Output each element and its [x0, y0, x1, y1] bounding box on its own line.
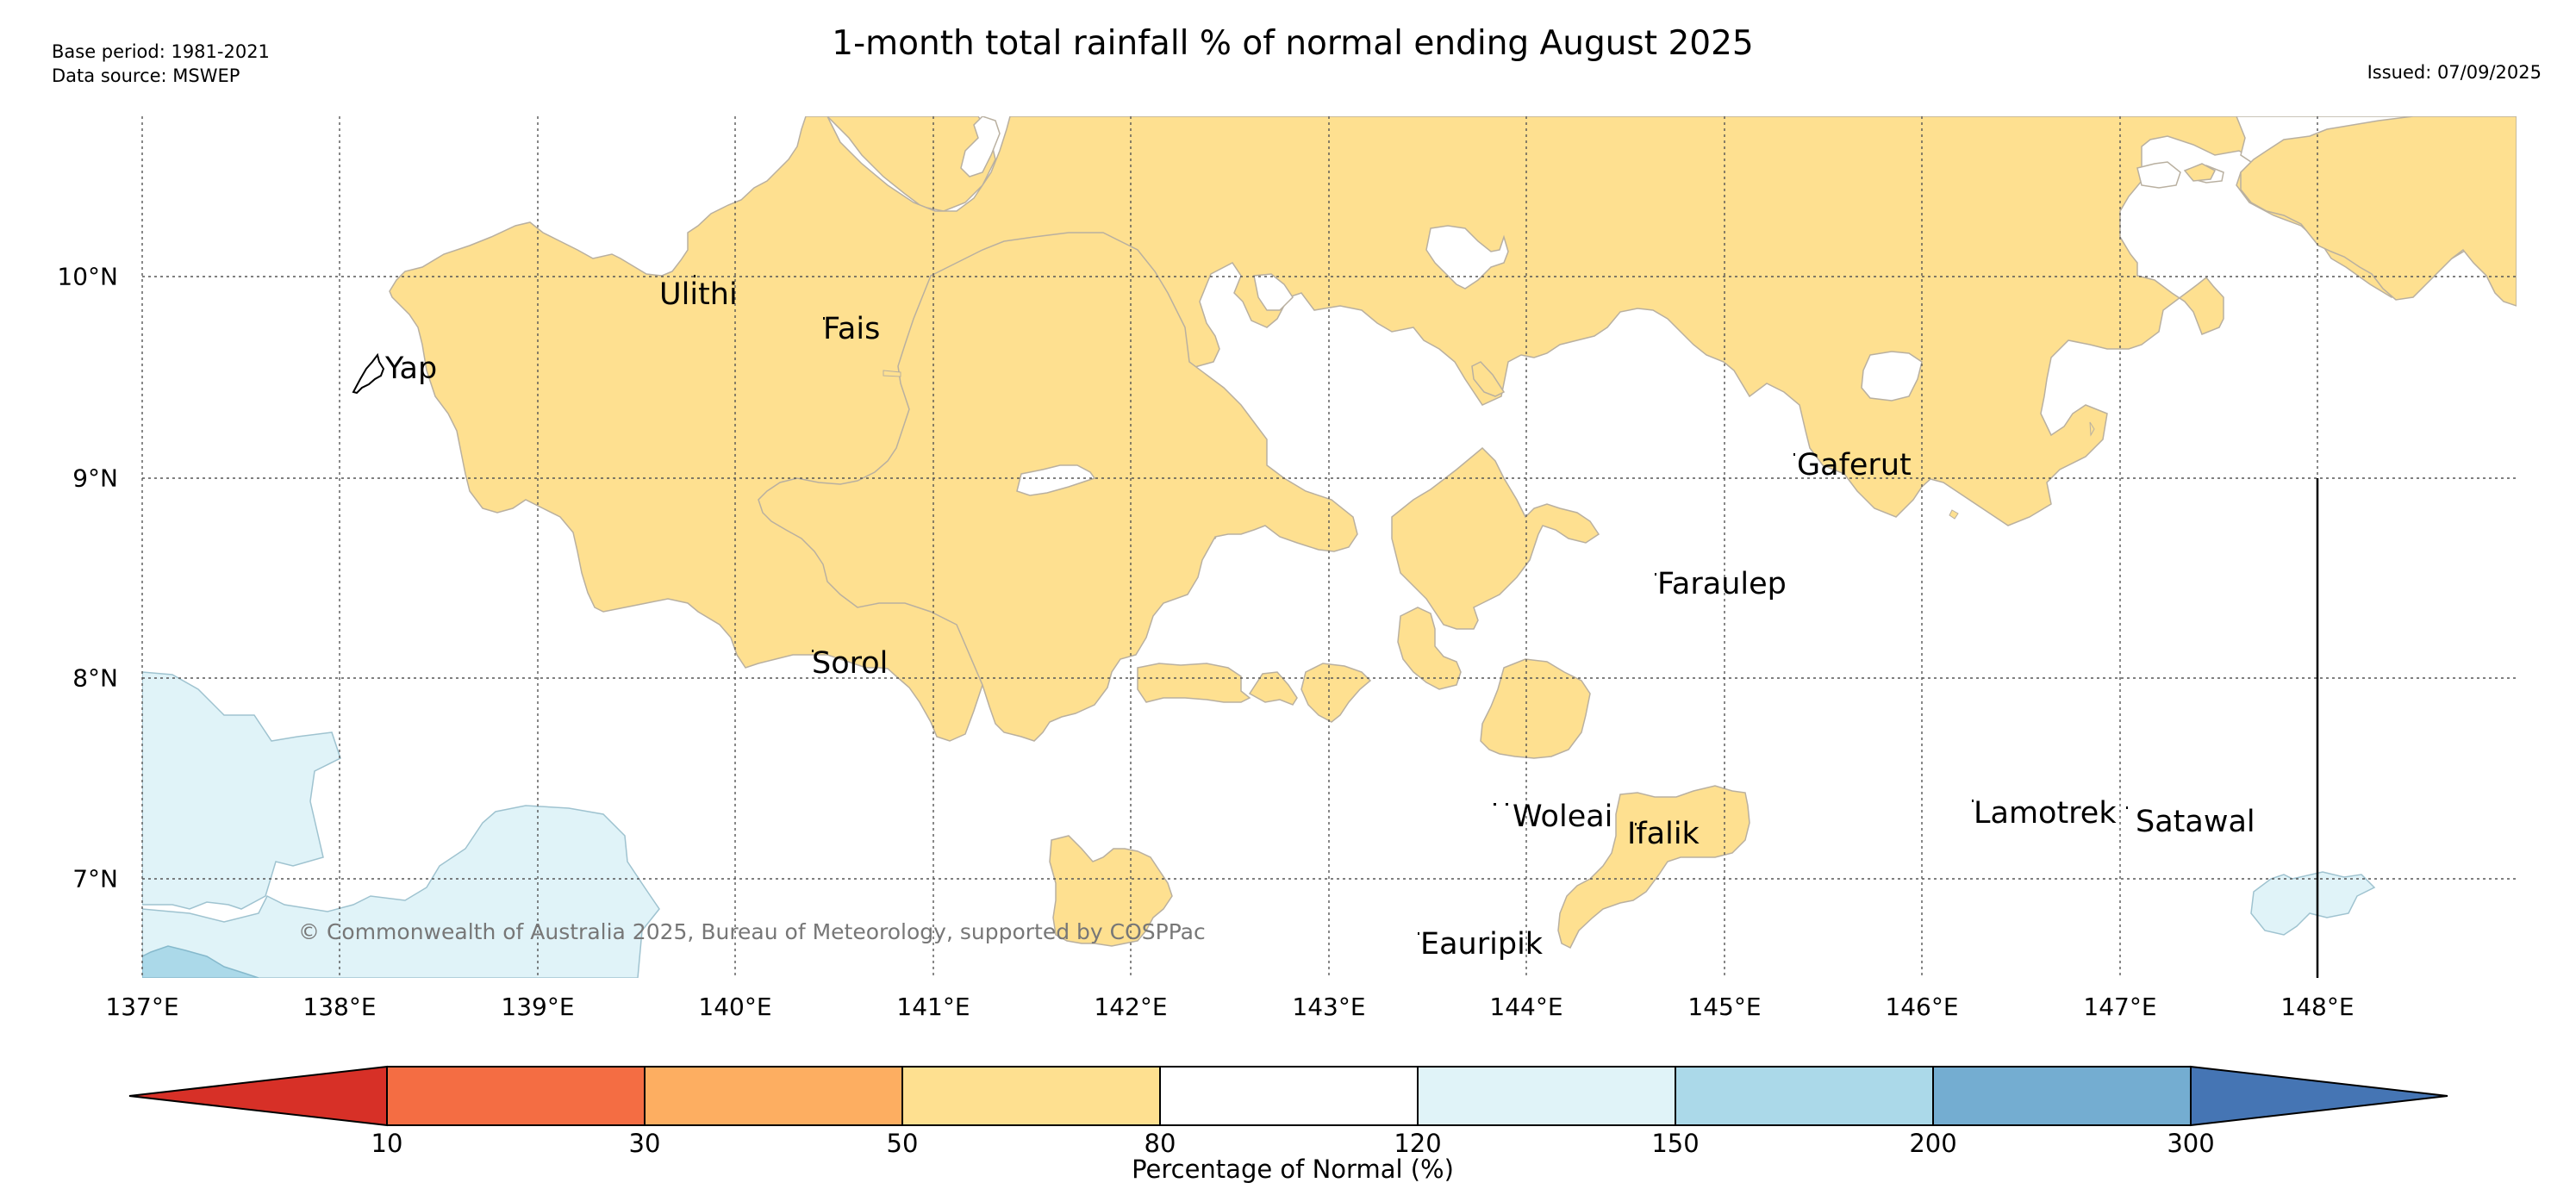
colorbar-segment — [1675, 1067, 1933, 1125]
place-label-satawal: Satawal — [2136, 805, 2255, 839]
colorbar-tick-label: 30 — [628, 1129, 661, 1158]
colorbar-segment — [1160, 1067, 1418, 1125]
colorbar-segment — [902, 1067, 1160, 1125]
place-label-lamotrek: Lamotrek — [1974, 796, 2117, 831]
data-source-text: Data source: MSWEP — [52, 65, 240, 86]
above-normal-region — [142, 805, 660, 978]
lat-tick-label: 8°N — [72, 663, 118, 693]
colorbar-label: Percentage of Normal (%) — [1132, 1155, 1454, 1184]
map-metadata: Base period: 1981-2021 Data source: MSWE… — [52, 40, 270, 88]
above-normal-region — [142, 671, 341, 910]
copyright-notice: © Commonwealth of Australia 2025, Bureau… — [298, 919, 1206, 944]
lon-tick-label: 142°E — [1094, 993, 1168, 1021]
lat-tick-label: 9°N — [72, 464, 118, 493]
lon-tick-label: 138°E — [303, 993, 377, 1021]
lat-tick-label: 7°N — [72, 864, 118, 893]
lon-tick-label: 140°E — [698, 993, 772, 1021]
below-normal-region — [1391, 446, 1600, 630]
base-period-text: Base period: 1981-2021 — [52, 41, 270, 62]
lon-tick-label: 139°E — [501, 993, 575, 1021]
colorbar — [128, 1065, 2448, 1127]
below-normal-region — [2240, 116, 2517, 307]
lat-tick-label: 10°N — [57, 262, 118, 291]
place-label-sorol: Sorol — [812, 646, 889, 681]
colorbar-tick-label: 10 — [371, 1129, 403, 1158]
place-label-yap: Yap — [385, 352, 438, 386]
below-normal-region — [1557, 785, 1750, 949]
colorbar-segment — [1418, 1067, 1675, 1125]
lon-tick-label: 144°E — [1489, 993, 1563, 1021]
place-label-ifalik: Ifalik — [1627, 817, 1700, 851]
lon-tick-label: 141°E — [896, 993, 970, 1021]
colorbar-tick-label: 80 — [1144, 1129, 1176, 1158]
yap-island-icon — [352, 352, 385, 395]
below-normal-region — [1248, 671, 1298, 706]
colorbar-tick-label: 50 — [886, 1129, 919, 1158]
issued-date: Issued: 07/09/2025 — [2367, 62, 2542, 83]
colorbar-tick-label: 120 — [1394, 1129, 1442, 1158]
lon-tick-label: 146°E — [1885, 993, 1959, 1021]
lon-tick-label: 145°E — [1687, 993, 1762, 1021]
above-normal-region — [2250, 871, 2376, 936]
colorbar-segment — [387, 1067, 645, 1125]
colorbar-tick-label: 150 — [1651, 1129, 1700, 1158]
colorbar-segment — [1933, 1067, 2191, 1125]
colorbar-tick-label: 200 — [1909, 1129, 1957, 1158]
below-normal-region — [2089, 421, 2095, 437]
colorbar-extend-high — [2190, 1065, 2448, 1127]
below-normal-region — [1471, 361, 1506, 397]
below-normal-region — [1949, 509, 1959, 520]
below-normal-region — [2183, 163, 2216, 182]
below-normal-region — [1049, 835, 1173, 947]
above-normal-region — [142, 945, 259, 978]
place-label-fais: Fais — [823, 312, 881, 346]
place-label-eauripik: Eauripik — [1420, 927, 1544, 962]
lon-tick-label: 143°E — [1292, 993, 1366, 1021]
colorbar-segment — [645, 1067, 902, 1125]
place-label-woleai: Woleai — [1513, 800, 1613, 834]
colorbar-tick-label: 300 — [2167, 1129, 2215, 1158]
map-title: 1-month total rainfall % of normal endin… — [832, 24, 1754, 63]
below-normal-region — [1397, 607, 1462, 690]
lon-tick-label: 137°E — [105, 993, 179, 1021]
place-label-faraulep: Faraulep — [1657, 567, 1787, 601]
below-normal-region — [1480, 658, 1591, 759]
place-label-gaferut: Gaferut — [1797, 448, 1912, 482]
lon-tick-label: 147°E — [2083, 993, 2157, 1021]
lon-tick-label: 148°E — [2280, 993, 2355, 1021]
below-normal-region — [883, 370, 901, 377]
colorbar-extend-low — [128, 1065, 388, 1127]
island-markers — [352, 275, 2128, 935]
below-normal-region — [1137, 663, 1251, 703]
place-label-ulithi: Ulithi — [659, 277, 738, 312]
